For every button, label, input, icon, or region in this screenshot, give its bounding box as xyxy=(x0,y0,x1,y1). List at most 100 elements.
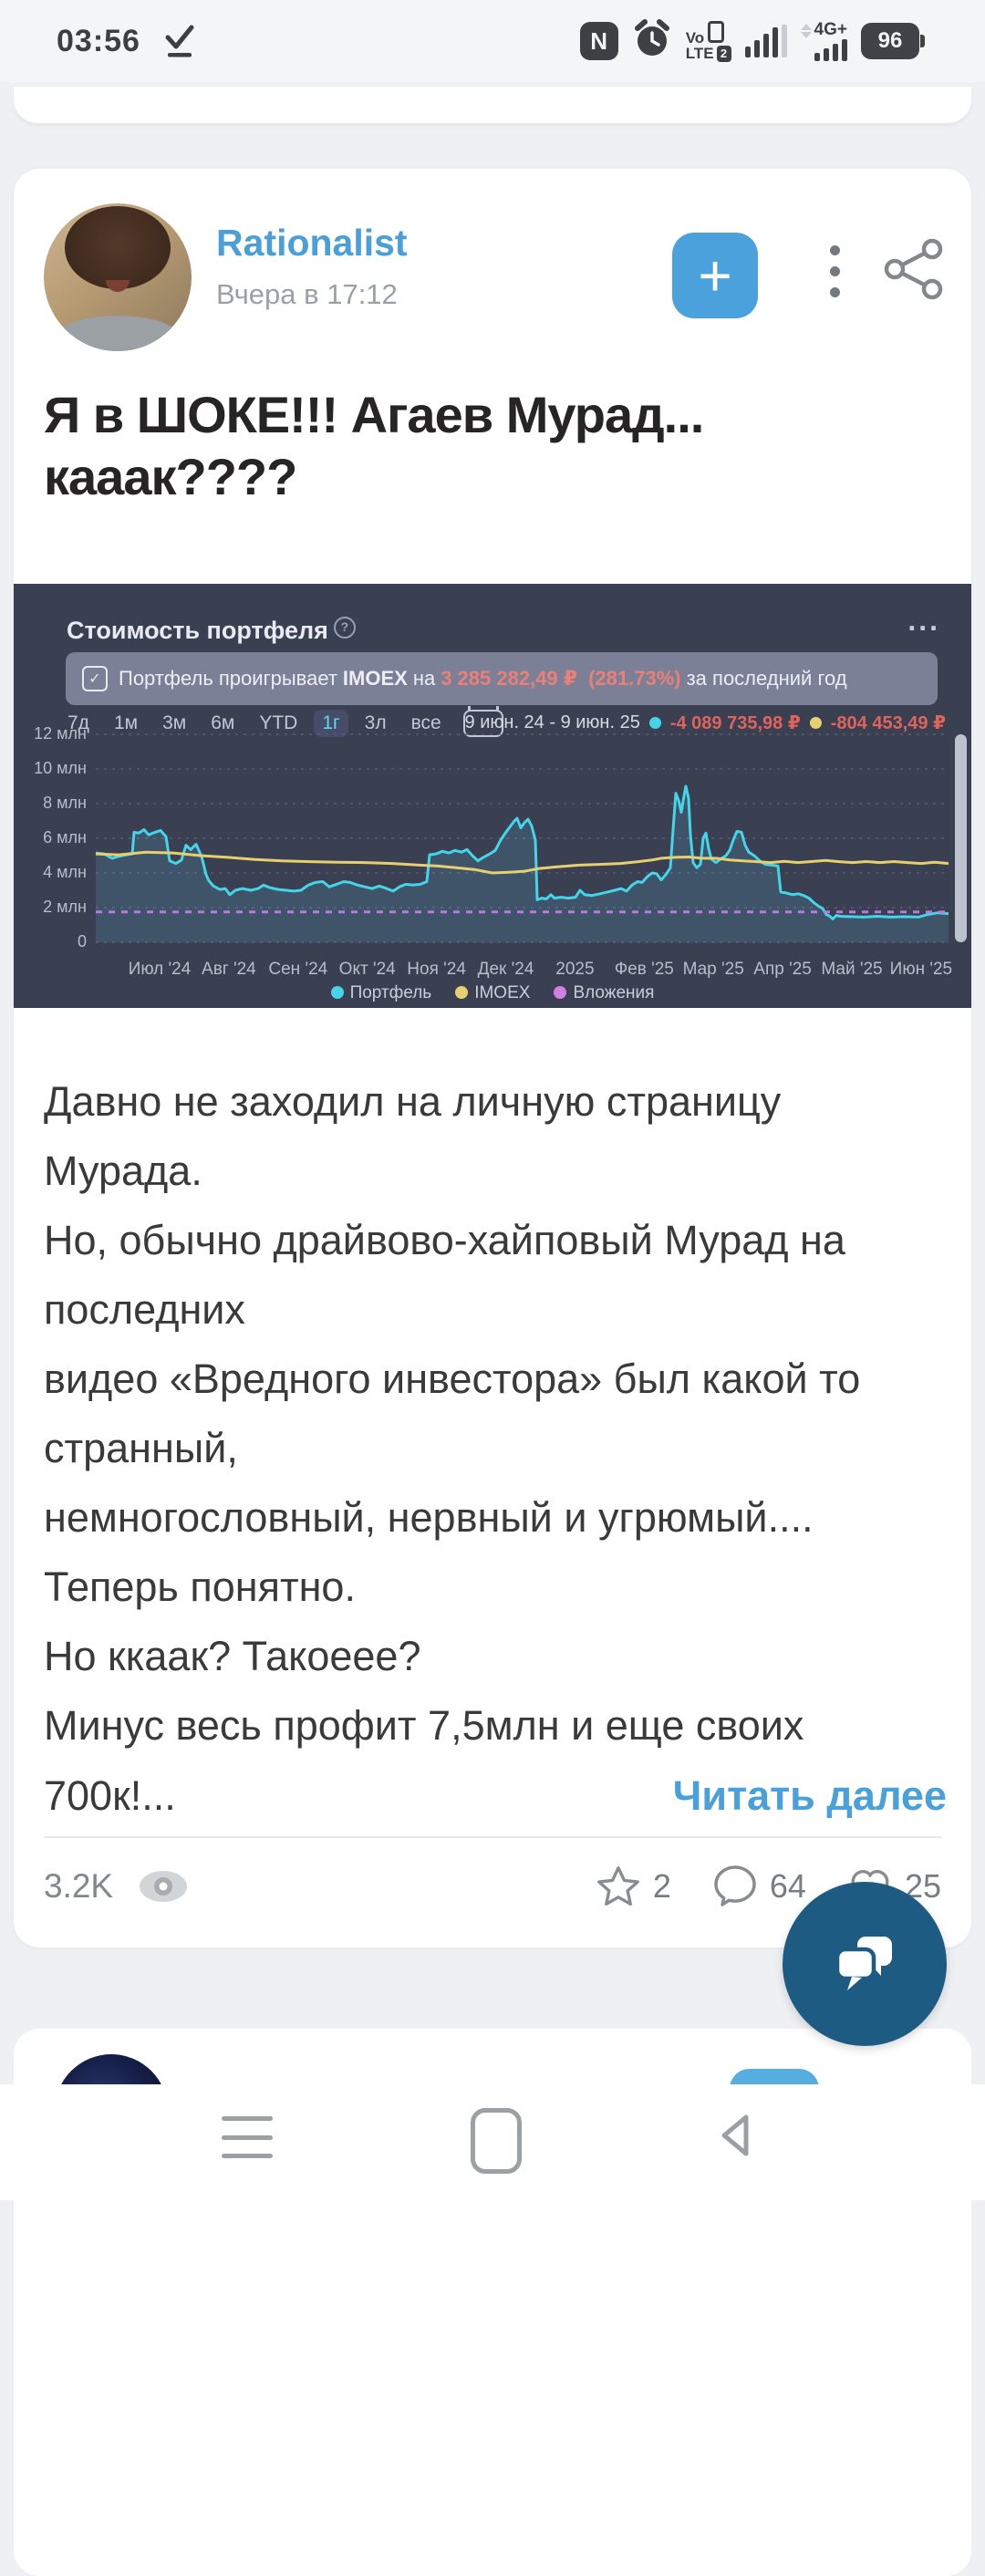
post-card: Rationalist Вчера в 17:12 + Я в ШОКЕ!!! … xyxy=(14,169,971,1948)
post-timestamp: Вчера в 17:12 xyxy=(216,278,398,310)
android-nav-bar xyxy=(0,2084,985,2200)
signal-strength-icon xyxy=(744,25,787,57)
volte-icon: Vo LTE 2 xyxy=(686,20,731,62)
chat-fab-button[interactable] xyxy=(783,1882,947,2046)
y-tick-label: 2 млн xyxy=(43,898,87,916)
follow-button[interactable]: + xyxy=(672,233,758,318)
x-tick-label: Авг '24 xyxy=(202,960,256,979)
avatar-hair xyxy=(64,206,171,289)
x-tick-label: Фев '25 xyxy=(614,960,674,979)
chart-period-3л[interactable]: 3л xyxy=(364,712,387,733)
series-line-IMOEX xyxy=(95,850,949,875)
x-tick-label: Сен '24 xyxy=(268,960,328,979)
chat-bubbles-icon xyxy=(835,1937,892,1990)
clock-time: 03:56 xyxy=(57,23,140,58)
y-tick-label: 12 млн xyxy=(34,724,87,743)
calendar-icon[interactable] xyxy=(462,706,503,737)
info-icon: ? xyxy=(333,617,356,639)
chart-menu-button[interactable]: ... xyxy=(907,604,940,637)
legend-item-Портфель[interactable]: Портфель xyxy=(330,983,431,1003)
legend-dot xyxy=(554,986,567,999)
chart-period-7д[interactable]: 7д xyxy=(67,712,89,733)
x-tick-label: Июн '25 xyxy=(889,960,953,979)
chart-period-6м[interactable]: 6м xyxy=(211,712,235,733)
plus-icon: + xyxy=(698,243,732,308)
portfolio-chart: Стоимость портфеля? ... ✓ Портфель проиг… xyxy=(14,584,971,1008)
back-triangle-icon xyxy=(721,2114,749,2156)
x-tick-label: Дек '24 xyxy=(477,960,534,979)
views-count: 3.2K xyxy=(44,1867,114,1905)
comment-icon xyxy=(714,1865,756,1906)
range-series-dot xyxy=(809,717,822,729)
author-avatar[interactable] xyxy=(44,203,192,351)
star-count: 2 xyxy=(652,1867,671,1905)
nfc-icon: N xyxy=(579,22,618,60)
x-tick-label: Окт '24 xyxy=(338,960,396,979)
chart-range-info: 9 июн. 24 - 9 июн. 25 -4 089 735,98 ₽ -80… xyxy=(465,712,946,734)
share-icon xyxy=(884,238,943,300)
previous-card-bottom xyxy=(14,87,971,123)
loss-value: 3 285 282,49 ₽ xyxy=(441,667,578,690)
loss-percent: (281.73%) xyxy=(588,667,681,690)
star-icon xyxy=(597,1866,639,1906)
range-series-value: -804 453,49 ₽ xyxy=(830,713,946,733)
nav-home-button[interactable] xyxy=(471,2108,522,2174)
chart-period-YTD[interactable]: YTD xyxy=(259,712,298,733)
y-tick-label: 0 xyxy=(77,932,87,950)
alarm-icon xyxy=(632,18,672,64)
x-tick-label: Мар '25 xyxy=(682,960,744,979)
heart-icon xyxy=(851,1869,889,1906)
avatar-shirt xyxy=(55,316,181,351)
legend-dot xyxy=(330,986,344,999)
status-bar: 03:56 N Vo LTE 2 4G+ 96 xyxy=(0,0,985,82)
chart-period-selector: 7д 1м 3м 6м YTD 1г 3л все xyxy=(59,706,503,737)
author-name[interactable]: Rationalist xyxy=(216,222,408,264)
portfolio-chart-svg xyxy=(95,733,949,943)
chart-period-все[interactable]: все xyxy=(410,712,441,733)
comments-action[interactable]: 64 xyxy=(711,1863,806,1910)
y-tick-label: 8 млн xyxy=(43,794,87,812)
chart-period-1м[interactable]: 1м xyxy=(113,712,139,733)
network-4g-icon: 4G+ xyxy=(800,21,847,61)
y-tick-label: 10 млн xyxy=(34,759,87,777)
comments-count: 64 xyxy=(769,1867,806,1905)
range-series-dot xyxy=(648,717,661,729)
range-series-value: -4 089 735,98 ₽ xyxy=(669,713,801,733)
legend-item-IMOEX[interactable]: IMOEX xyxy=(455,983,530,1003)
scrollbar-thumb[interactable] xyxy=(955,734,967,942)
x-tick-label: 2025 xyxy=(555,960,595,979)
eye-icon xyxy=(140,1871,188,1902)
post-title: Я в ШОКЕ!!! Агаев Мурад... кааак???? xyxy=(44,386,704,505)
post-body: Давно не заходил на личную страницу Мура… xyxy=(44,1078,861,1749)
chart-warning-banner: ✓ Портфель проигрывает IMOEX на 3 285 28… xyxy=(66,652,938,705)
post-footer: 3.2K 2 64 25 xyxy=(44,1854,941,1918)
read-more-link[interactable]: Читать далее xyxy=(672,1772,947,1819)
x-tick-label: Ноя '24 xyxy=(407,960,466,979)
x-tick-label: Май '25 xyxy=(821,960,883,979)
y-tick-label: 4 млн xyxy=(43,863,87,881)
sync-done-icon xyxy=(164,23,195,59)
x-tick-label: Апр '25 xyxy=(753,960,812,979)
avatar-face xyxy=(85,239,150,310)
views-counter: 3.2K xyxy=(44,1867,190,1906)
chart-title: Стоимость портфеля? xyxy=(67,617,356,645)
y-tick-label: 6 млн xyxy=(43,828,87,847)
post-body-last-line: 700к!... xyxy=(44,1772,176,1819)
legend-item-Вложения[interactable]: Вложения xyxy=(554,983,654,1003)
x-tick-label: Июл '24 xyxy=(128,960,192,979)
checkbox-icon[interactable]: ✓ xyxy=(82,666,108,691)
chart-date-range: 9 июн. 24 - 9 июн. 25 xyxy=(464,712,640,732)
post-menu-button[interactable] xyxy=(816,245,853,309)
chart-period-1г[interactable]: 1г xyxy=(314,710,348,737)
battery-indicator: 96 xyxy=(861,23,925,59)
chart-legend: Портфель IMOEX Вложения xyxy=(14,983,971,1003)
footer-divider xyxy=(44,1836,941,1838)
nav-back-button[interactable] xyxy=(711,2110,762,2161)
star-action[interactable]: 2 xyxy=(595,1864,671,1909)
series-fill-Портфель xyxy=(96,786,949,942)
legend-dot xyxy=(455,986,469,999)
nav-menu-button[interactable] xyxy=(222,2116,273,2158)
chart-period-3м[interactable]: 3м xyxy=(162,712,187,733)
share-button[interactable] xyxy=(882,236,948,302)
avatar-smile xyxy=(106,280,130,293)
